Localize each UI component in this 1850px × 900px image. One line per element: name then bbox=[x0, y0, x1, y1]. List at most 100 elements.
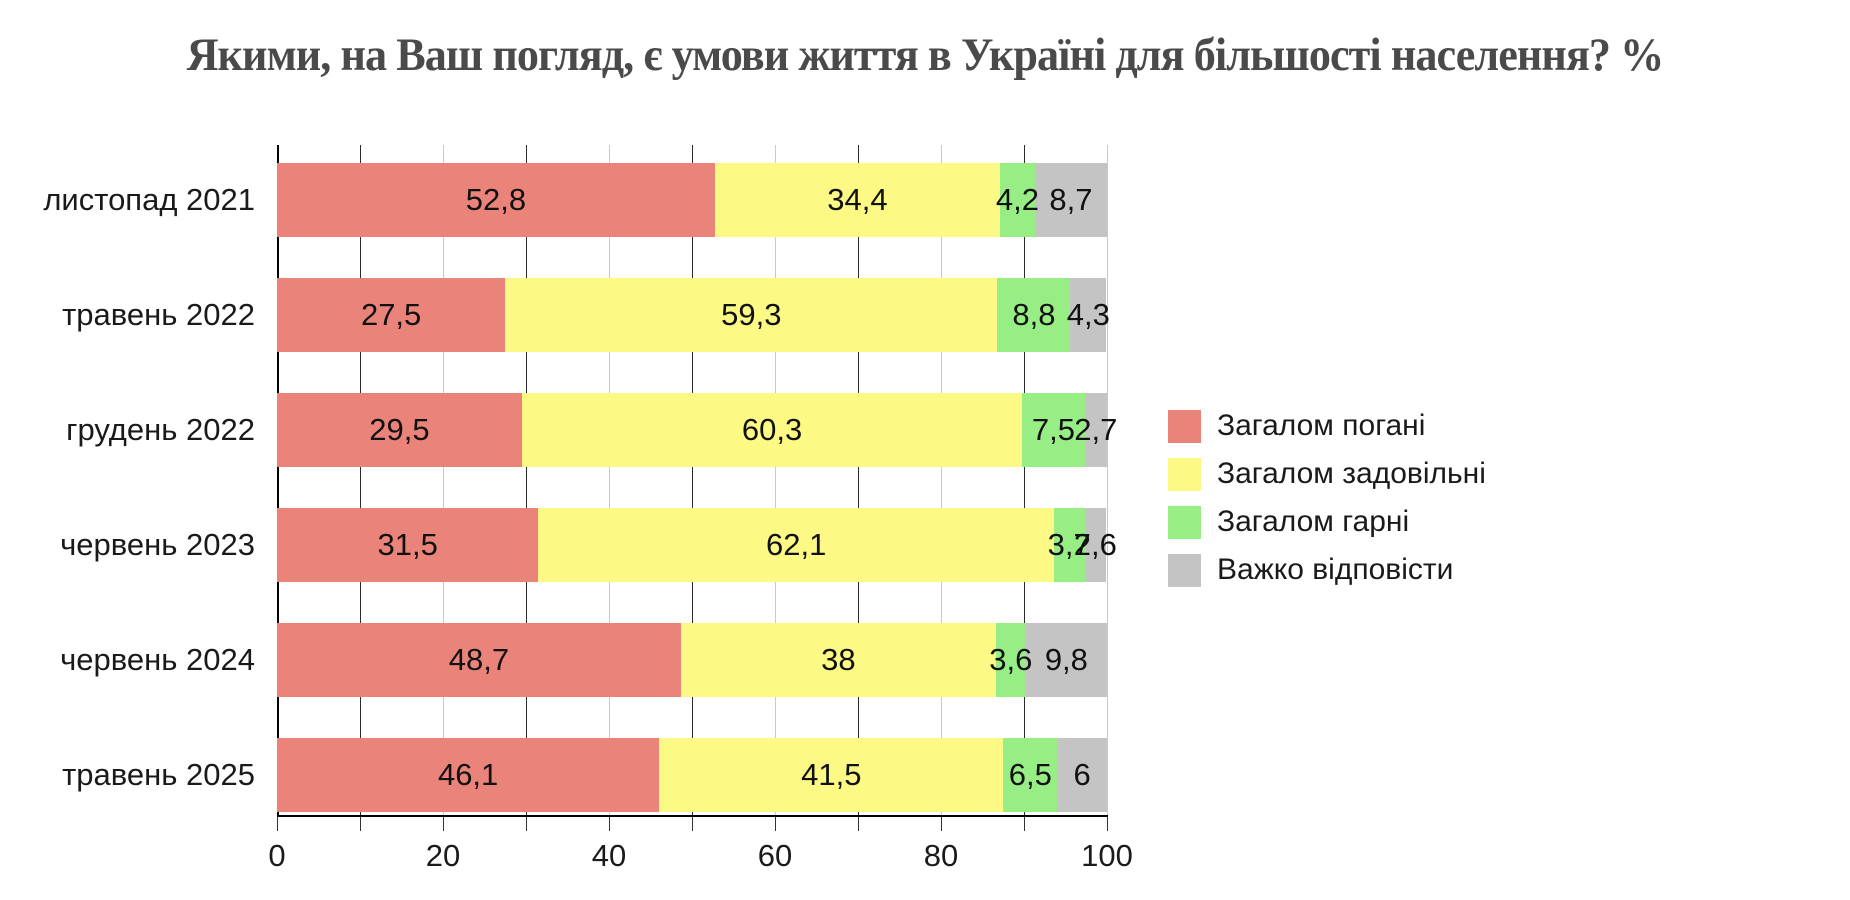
legend-swatch bbox=[1168, 409, 1201, 443]
bar-segment: 4,3 bbox=[1067, 278, 1110, 352]
bar-value-label: 8,7 bbox=[1049, 182, 1093, 217]
bar-segment: 27,5 bbox=[277, 278, 506, 352]
plot-area: 52,8 34,4 4,2 8,7 27,5 59,3 8,8 4,3 29,5 60,3 7,5 2… bbox=[277, 145, 1117, 815]
gridline-20 bbox=[443, 145, 444, 815]
legend-swatch bbox=[1168, 505, 1201, 539]
bar-segment: 2,7 bbox=[1074, 393, 1117, 467]
category-label: червень 2023 bbox=[60, 527, 255, 562]
x-tick-label: 20 bbox=[425, 838, 461, 873]
bar-value-label: 4,3 bbox=[1066, 297, 1110, 332]
x-tick-0 bbox=[277, 817, 278, 831]
bar-segment: 62,1 bbox=[538, 508, 1054, 582]
bar-segment: 41,5 bbox=[659, 738, 1004, 812]
bar-row-3: 29,5 60,3 7,5 2,7 bbox=[277, 393, 1117, 467]
bar-value-label: 29,5 bbox=[369, 412, 430, 447]
x-tick-80 bbox=[941, 817, 942, 831]
category-label: грудень 2022 bbox=[66, 412, 255, 447]
x-tick-90 bbox=[1024, 817, 1025, 831]
legend-item: Загалом задовільні bbox=[1168, 450, 1486, 498]
gridline-30 bbox=[526, 145, 527, 815]
bar-value-label: 2,7 bbox=[1074, 412, 1118, 447]
gridline-60 bbox=[775, 145, 776, 815]
bar-value-label: 4,2 bbox=[995, 182, 1039, 217]
gridline-10 bbox=[360, 145, 361, 815]
bar-segment: 9,8 bbox=[1025, 623, 1107, 697]
gridline-90 bbox=[1024, 145, 1025, 815]
legend-label: Загалом задовільні bbox=[1217, 457, 1486, 490]
category-label: червень 2024 bbox=[60, 642, 255, 677]
bar-segment: 6,5 bbox=[1003, 738, 1058, 812]
legend-label: Важко відповісти bbox=[1217, 553, 1454, 586]
bar-value-label: 59,3 bbox=[721, 297, 782, 332]
bar-segment: 59,3 bbox=[505, 278, 998, 352]
bar-segment: 2,6 bbox=[1074, 508, 1117, 582]
bar-segment: 34,4 bbox=[714, 163, 1000, 237]
x-tick-40 bbox=[609, 817, 610, 831]
bar-segment: 8,7 bbox=[1034, 163, 1107, 237]
bar-segment: 31,5 bbox=[277, 508, 539, 582]
x-tick-label: 100 bbox=[1081, 838, 1133, 873]
legend-item: Загалом гарні bbox=[1168, 498, 1486, 546]
bar-row-2: 27,5 59,3 8,8 4,3 bbox=[277, 278, 1110, 352]
x-tick-label: 60 bbox=[757, 838, 793, 873]
gridline-50 bbox=[692, 145, 693, 815]
x-tick-label: 0 bbox=[268, 838, 286, 873]
bar-segment: 8,8 bbox=[997, 278, 1071, 352]
bar-value-label: 31,5 bbox=[377, 527, 438, 562]
x-tick-label: 80 bbox=[923, 838, 959, 873]
x-tick-30 bbox=[526, 817, 527, 831]
gridline-70 bbox=[858, 145, 859, 815]
bar-segment: 29,5 bbox=[277, 393, 522, 467]
category-label: листопад 2021 bbox=[43, 182, 255, 217]
bar-value-label: 6 bbox=[1073, 757, 1091, 792]
bar-segment: 52,8 bbox=[277, 163, 715, 237]
bar-value-label: 3,6 bbox=[989, 642, 1033, 677]
x-axis-line bbox=[277, 815, 1108, 817]
bar-row-4: 31,5 62,1 3,7 2,6 bbox=[277, 508, 1117, 582]
x-tick-20 bbox=[443, 817, 444, 831]
bar-segment: 60,3 bbox=[521, 393, 1023, 467]
bar-value-label: 7,5 bbox=[1031, 412, 1075, 447]
bar-value-label: 6,5 bbox=[1008, 757, 1052, 792]
bar-row-6: 46,1 41,5 6,5 6 bbox=[277, 738, 1108, 812]
legend-item: Важко відповісти bbox=[1168, 546, 1486, 594]
bar-value-label: 34,4 bbox=[827, 182, 888, 217]
bar-row-5: 48,7 38 3,6 9,8 bbox=[277, 623, 1107, 697]
gridline-80 bbox=[941, 145, 942, 815]
chart-title: Якими, на Ваш погляд, є умови життя в Ук… bbox=[186, 29, 1665, 81]
x-tick-label: 40 bbox=[591, 838, 627, 873]
x-tick-100 bbox=[1107, 817, 1108, 831]
bar-value-label: 41,5 bbox=[801, 757, 862, 792]
legend-label: Загалом гарні bbox=[1217, 505, 1410, 538]
bar-value-label: 9,8 bbox=[1044, 642, 1088, 677]
bar-segment: 3,6 bbox=[989, 623, 1032, 697]
bar-row-1: 52,8 34,4 4,2 8,7 bbox=[277, 163, 1107, 237]
bar-segment: 7,5 bbox=[1022, 393, 1085, 467]
gridline-100 bbox=[1107, 145, 1108, 815]
gridline-0 bbox=[277, 145, 279, 815]
bar-segment: 46,1 bbox=[277, 738, 660, 812]
bar-value-label: 46,1 bbox=[437, 757, 499, 792]
bar-value-label: 62,1 bbox=[765, 527, 827, 562]
bar-value-label: 3,7 bbox=[1047, 527, 1091, 562]
legend-swatch bbox=[1168, 457, 1201, 491]
bar-segment: 6 bbox=[1057, 738, 1108, 812]
legend-label: Загалом погані bbox=[1217, 409, 1426, 442]
bar-segment: 3,7 bbox=[1048, 508, 1091, 582]
x-tick-50 bbox=[692, 817, 693, 831]
legend: Загалом погані Загалом задовільні Загалом … bbox=[1168, 402, 1486, 594]
bar-value-label: 60,3 bbox=[741, 412, 803, 447]
bar-value-label: 2,6 bbox=[1073, 527, 1117, 562]
legend-swatch bbox=[1168, 553, 1201, 587]
bar-value-label: 8,8 bbox=[1012, 297, 1056, 332]
bar-segment: 38 bbox=[680, 623, 996, 697]
category-label: травень 2022 bbox=[62, 297, 255, 332]
x-tick-60 bbox=[775, 817, 776, 831]
bar-value-label: 48,7 bbox=[448, 642, 510, 677]
x-tick-70 bbox=[858, 817, 859, 831]
bar-value-label: 52,8 bbox=[465, 182, 527, 217]
bar-segment: 4,2 bbox=[996, 163, 1039, 237]
bar-value-label: 38 bbox=[821, 642, 856, 677]
gridline-40 bbox=[609, 145, 610, 815]
